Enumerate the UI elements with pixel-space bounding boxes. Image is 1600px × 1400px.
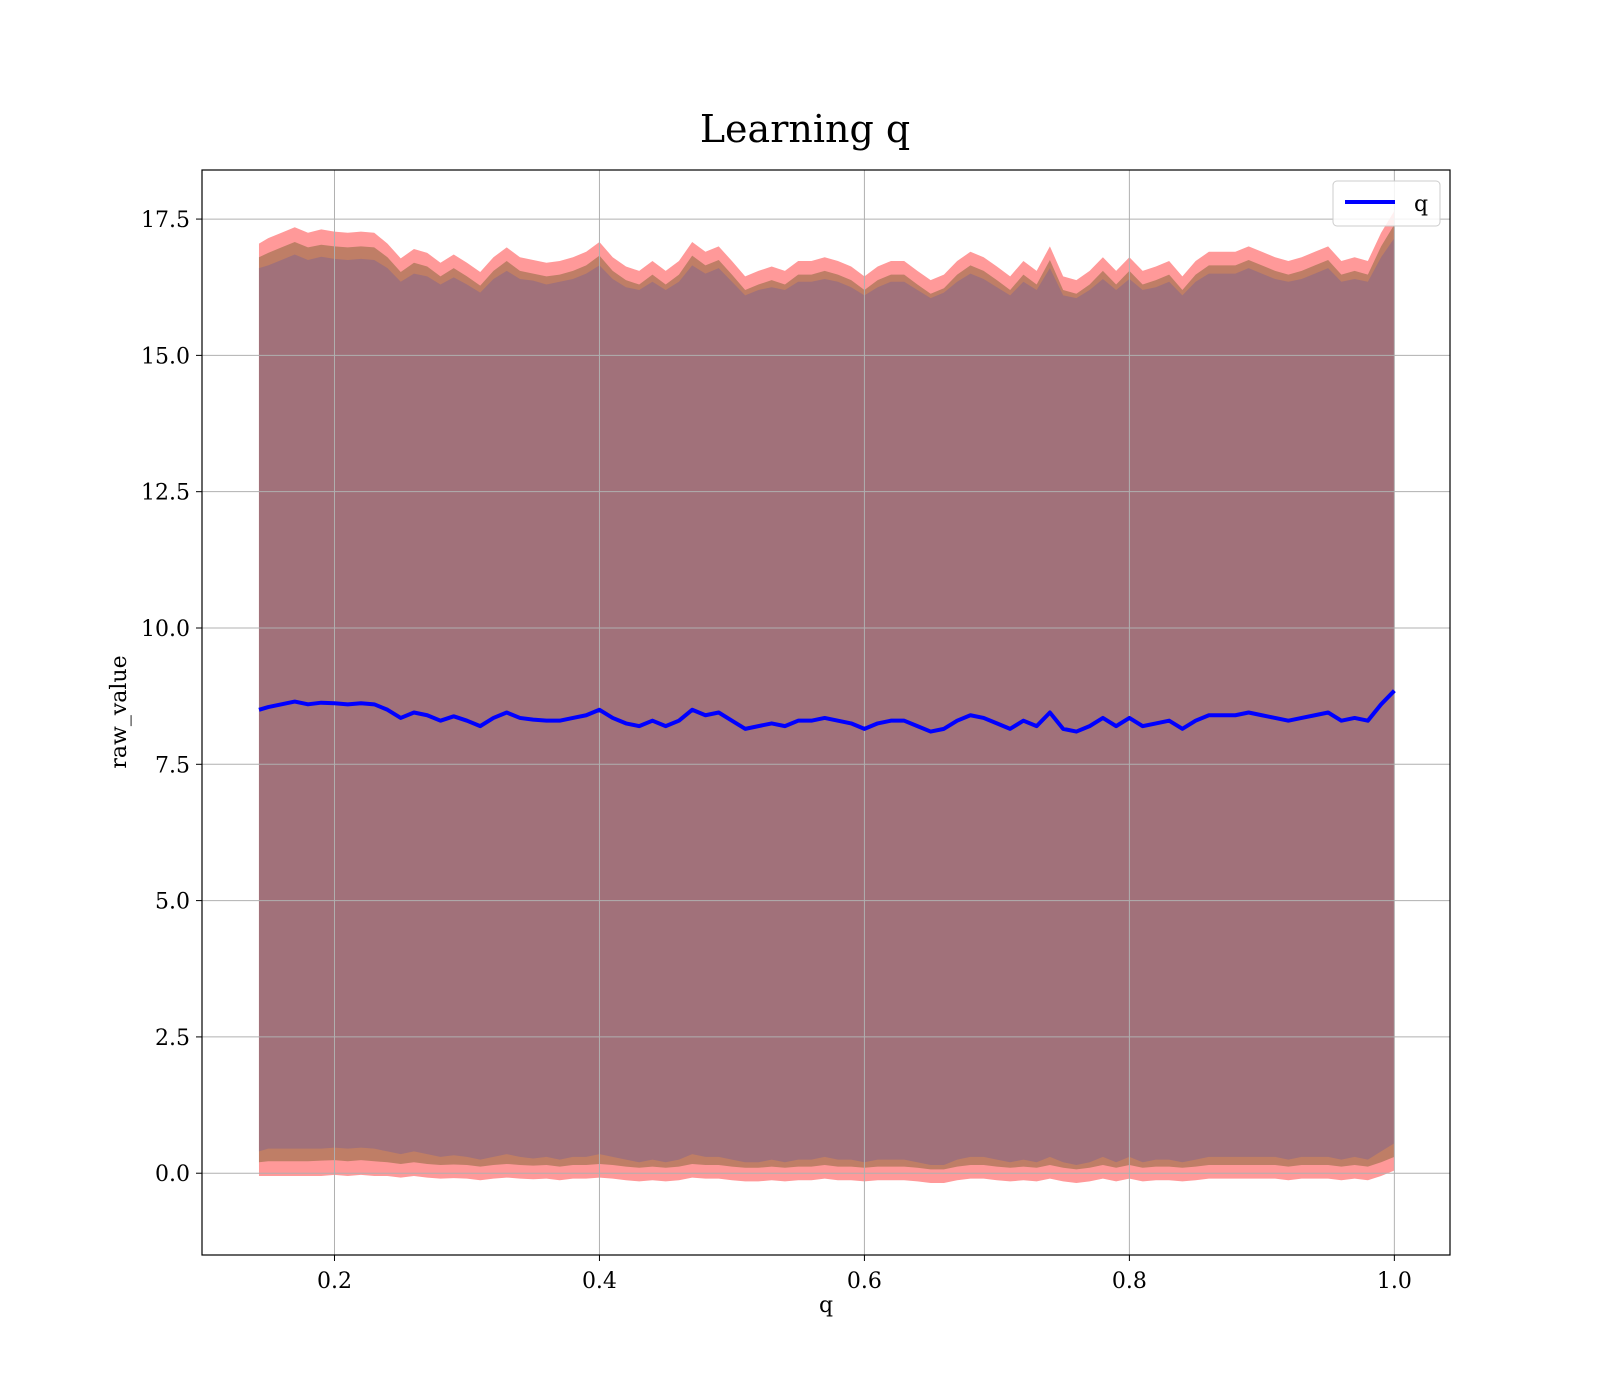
y-tick-label: 5.0: [155, 890, 190, 915]
series-lines: [258, 689, 1396, 734]
y-tick-label: 2.5: [155, 1026, 190, 1051]
band-inner: [258, 238, 1395, 1166]
series-line-q: [258, 689, 1396, 734]
x-tick-label: 1.0: [1377, 1269, 1412, 1294]
legend-label-q: q: [1414, 192, 1428, 217]
y-axis-label: raw_value: [107, 655, 132, 768]
x-axis-label: q: [819, 1293, 833, 1318]
y-tick-label: 12.5: [141, 481, 190, 506]
x-tick-label: 0.6: [847, 1269, 882, 1294]
grid-lines: [202, 170, 1450, 1255]
chart-title: Learning q: [700, 107, 910, 151]
axis-ticks: 0.2 0.4 0.6 0.8 1.0 0.0 2.5 5.0 7.5 10.0 12.5 15.0 1…: [141, 208, 1412, 1294]
y-tick-label: 7.5: [155, 753, 190, 778]
legend: q: [1332, 180, 1441, 227]
y-tick-label: 0.0: [155, 1162, 190, 1187]
confidence-bands: [258, 210, 1395, 1184]
y-tick-label: 10.0: [141, 617, 190, 642]
plot-area-frame: [201, 169, 1451, 1256]
x-tick-label: 0.4: [582, 1269, 617, 1294]
y-tick-label: 15.0: [141, 344, 190, 369]
x-tick-label: 0.2: [317, 1269, 352, 1294]
y-tick-label: 17.5: [141, 208, 190, 233]
x-tick-label: 0.8: [1112, 1269, 1147, 1294]
